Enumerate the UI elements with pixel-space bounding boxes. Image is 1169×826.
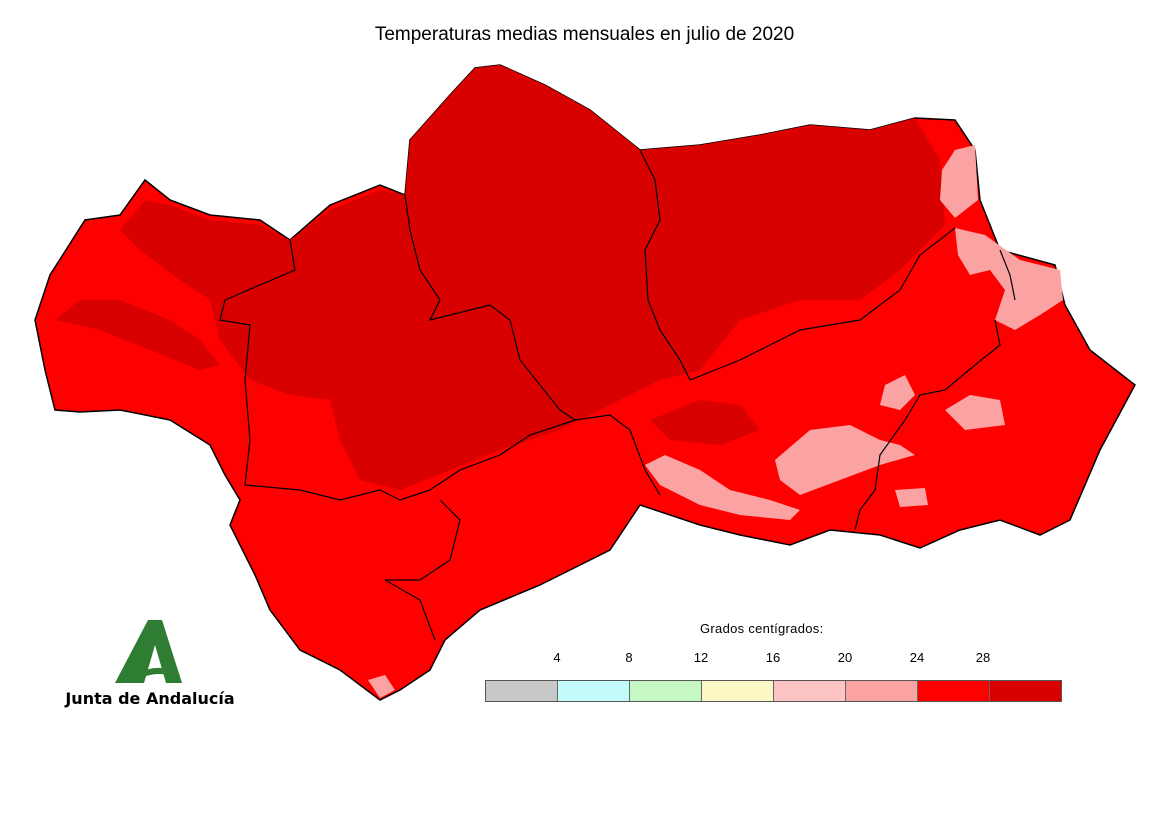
legend-color-bar xyxy=(485,680,1062,702)
pink-zone-band xyxy=(645,455,800,520)
junta-logo: Junta de Andalucía xyxy=(60,615,240,715)
map-title: Temperaturas medias mensuales en julio d… xyxy=(374,24,795,45)
legend-swatch xyxy=(774,681,846,701)
legend-tick: 24 xyxy=(909,650,925,665)
legend-tick: 4 xyxy=(553,650,561,665)
junta-emblem-icon xyxy=(115,620,182,683)
legend-tick: 20 xyxy=(837,650,853,665)
province-borders xyxy=(219,149,1016,641)
legend-tick: 16 xyxy=(765,650,781,665)
legend-swatch xyxy=(486,681,558,701)
logo-text: Junta de Andalucía xyxy=(65,689,235,708)
legend-swatch xyxy=(990,681,1061,701)
legend-swatch xyxy=(630,681,702,701)
legend-swatch xyxy=(558,681,630,701)
dark-zone-west xyxy=(55,300,220,370)
dark-zone-east xyxy=(650,400,760,445)
legend-title: Grados centígrados: xyxy=(700,621,824,636)
legend-swatch xyxy=(918,681,990,701)
pink-zone-small xyxy=(895,488,928,507)
dark-zone-north xyxy=(120,65,945,490)
pink-zone-mid xyxy=(880,375,915,410)
pink-zone-coast xyxy=(368,675,395,698)
legend-swatch xyxy=(846,681,918,701)
pink-zone-east xyxy=(955,228,1063,330)
legend-tick: 28 xyxy=(975,650,991,665)
legend-swatch xyxy=(702,681,774,701)
pink-zone-sierra xyxy=(775,425,915,495)
pink-zone-east2 xyxy=(945,395,1005,430)
legend-tick: 12 xyxy=(693,650,709,665)
pink-zone-northeast xyxy=(940,145,978,218)
legend-tick: 8 xyxy=(625,650,633,665)
